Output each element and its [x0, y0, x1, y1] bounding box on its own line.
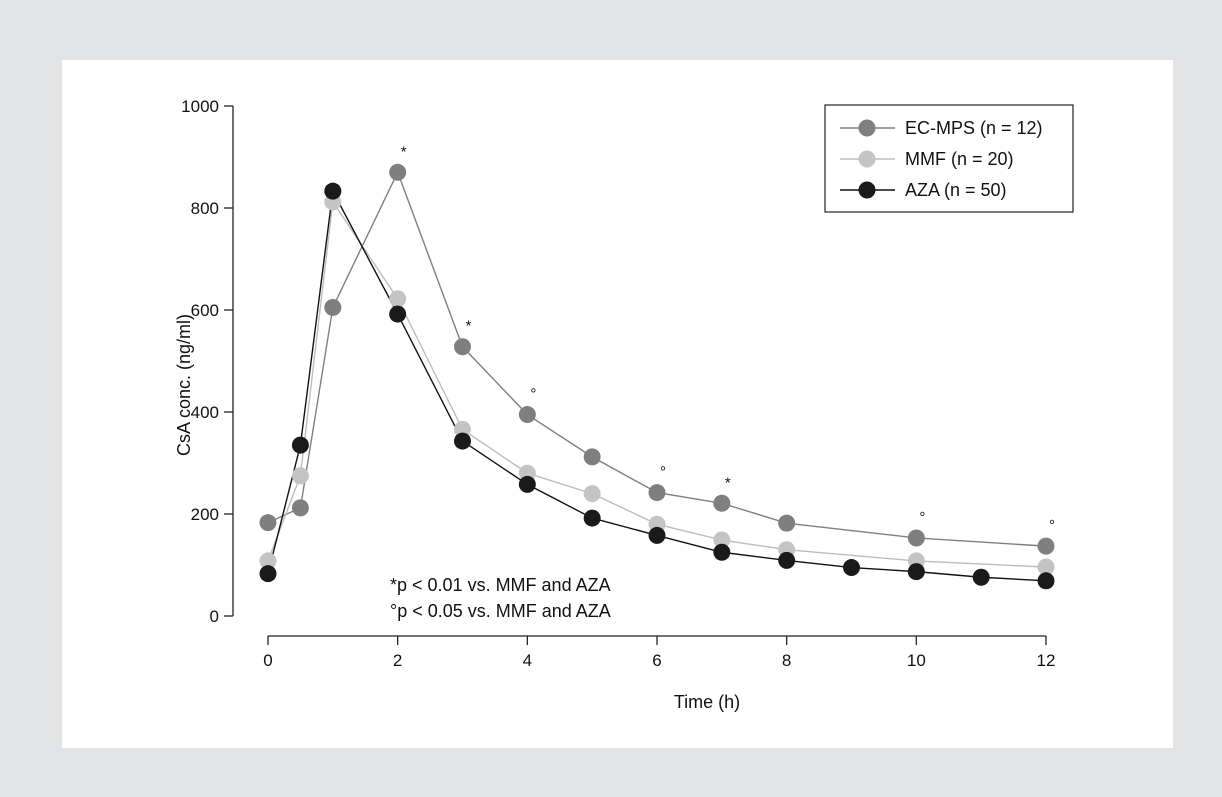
ec-mps-point	[1037, 537, 1055, 555]
aza-point	[713, 543, 731, 561]
ec-mps-point	[259, 514, 277, 532]
ec-mps-legend-label: EC-MPS (n = 12)	[905, 118, 1043, 138]
significance-mark: *	[725, 474, 731, 491]
mmf-point	[583, 485, 601, 503]
aza-point	[291, 436, 309, 454]
x-tick-label: 10	[907, 651, 926, 670]
aza-point	[389, 305, 407, 323]
aza-legend-label: AZA (n = 50)	[905, 180, 1007, 200]
line-chart: 0 200 400 600 800 1000 0 2 4 6 8 10 12 * * ° ° * ° ° EC-MP…	[174, 97, 1074, 712]
axes: 0 200 400 600 800 1000 0 2 4 6 8 10 12	[181, 97, 1055, 670]
y-tick-label: 200	[191, 505, 219, 524]
significance-annotations: * * ° ° * ° °	[401, 143, 1055, 534]
aza-legend-marker	[858, 181, 876, 199]
x-tick-label: 4	[523, 651, 532, 670]
mmf-point	[713, 531, 731, 549]
mmf-legend-label: MMF (n = 20)	[905, 149, 1014, 169]
mmf-point	[1037, 558, 1055, 576]
significance-mark: °	[660, 464, 666, 481]
mmf-point	[389, 290, 407, 308]
y-tick-label: 0	[210, 607, 219, 626]
aza-point	[907, 563, 925, 581]
significance-mark: *	[466, 318, 472, 335]
ec-mps-point	[324, 298, 342, 316]
x-tick-label: 6	[652, 651, 661, 670]
y-tick-label: 400	[191, 403, 219, 422]
ec-mps-point	[389, 163, 407, 181]
mmf-line	[267, 199, 1047, 568]
x-axis-label: Time (h)	[674, 692, 740, 712]
ec-mps-point	[648, 484, 666, 502]
legend: EC-MPS (n = 12) MMF (n = 20) AZA (n = 50)	[824, 104, 1074, 213]
aza-point	[518, 475, 536, 493]
aza-point	[843, 559, 860, 577]
ec-mps-point	[518, 406, 536, 424]
mmf-legend-marker	[858, 150, 876, 168]
significance-mark: °	[919, 509, 925, 526]
note-p005: °p < 0.05 vs. MMF and AZA	[390, 601, 611, 621]
significance-mark: °	[1049, 517, 1055, 534]
aza-point	[583, 509, 601, 527]
ec-mps-point	[778, 514, 796, 532]
chart-panel: 0 200 400 600 800 1000 0 2 4 6 8 10 12 * * ° ° * ° ° EC-MP…	[62, 60, 1173, 748]
series-layer	[259, 163, 1055, 590]
mmf-point	[291, 467, 309, 485]
aza-line	[267, 188, 1047, 582]
ec-mps-line	[267, 170, 1047, 547]
x-tick-label: 8	[782, 651, 791, 670]
y-axis-label: CsA conc. (ng/ml)	[174, 314, 194, 456]
significance-mark: *	[401, 143, 407, 160]
note-p001: *p < 0.01 vs. MMF and AZA	[390, 575, 611, 595]
aza-point	[1037, 572, 1055, 590]
ec-mps-point	[291, 499, 309, 517]
aza-point	[972, 568, 990, 586]
aza-point	[324, 182, 342, 200]
y-tick-label: 600	[191, 301, 219, 320]
mmf-point	[259, 552, 277, 570]
y-tick-label: 1000	[181, 97, 219, 116]
x-tick-label: 2	[393, 651, 402, 670]
x-tick-label: 12	[1037, 651, 1056, 670]
ec-mps-point	[583, 448, 601, 466]
ec-mps-legend-marker	[858, 119, 876, 137]
significance-mark: °	[530, 386, 536, 403]
aza-point	[259, 565, 277, 583]
x-tick-label: 0	[263, 651, 272, 670]
aza-point	[778, 551, 796, 569]
mmf-point	[454, 420, 471, 438]
ec-mps-point	[907, 529, 925, 547]
aza-point	[648, 526, 666, 544]
ec-mps-point	[454, 338, 471, 356]
aza-point	[454, 432, 471, 450]
ec-mps-point	[713, 494, 731, 512]
y-tick-label: 800	[191, 199, 219, 218]
